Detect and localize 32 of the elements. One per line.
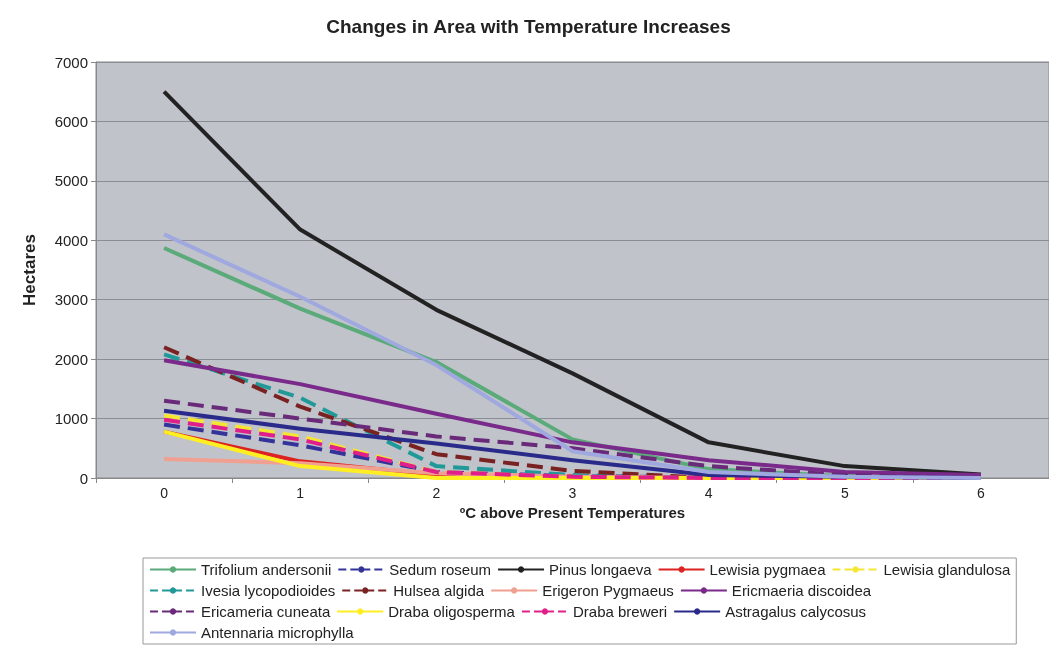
legend-label: Antennaria microphylla bbox=[201, 624, 355, 641]
legend-label: Lewisia pygmaea bbox=[709, 561, 827, 578]
chart-title: Changes in Area with Temperature Increases bbox=[326, 16, 731, 37]
y-tick-label: 2000 bbox=[54, 350, 88, 368]
legend-label: Astragalus calycosus bbox=[725, 603, 867, 620]
legend-label: Sedum roseum bbox=[389, 561, 492, 578]
legend-label: Hulsea algida bbox=[393, 582, 485, 599]
y-tick-label: 1000 bbox=[54, 410, 88, 428]
y-tick-label: 7000 bbox=[54, 53, 88, 71]
legend-label: Ericmaeria discoidea bbox=[731, 582, 872, 599]
x-tick-label: 1 bbox=[296, 485, 305, 501]
y-tick-label: 5000 bbox=[54, 172, 88, 190]
y-axis-title: Hectares bbox=[20, 234, 39, 306]
x-tick-label: 2 bbox=[432, 485, 441, 501]
y-tick-label: 6000 bbox=[54, 112, 88, 130]
legend-label: Trifolium andersonii bbox=[201, 561, 332, 578]
legend-label: Draba oligosperma bbox=[388, 603, 516, 620]
legend-label: Ericameria cuneata bbox=[201, 603, 331, 620]
y-tick-label: 0 bbox=[79, 469, 88, 487]
y-tick-label: 4000 bbox=[54, 231, 88, 249]
legend-label: Lewisia glandulosa bbox=[883, 561, 1011, 578]
x-tick-label: 5 bbox=[840, 485, 849, 501]
legend-label: Ivesia lycopodioides bbox=[201, 582, 336, 599]
x-tick-label: 4 bbox=[704, 485, 713, 501]
legend-label: Pinus longaeva bbox=[549, 561, 653, 578]
y-tick-label: 3000 bbox=[54, 291, 88, 309]
legend-label: Erigeron Pygmaeus bbox=[542, 582, 674, 599]
x-axis-title: ºC above Present Temperatures bbox=[459, 503, 686, 521]
legend-label: Draba breweri bbox=[572, 603, 668, 620]
x-tick-label: 3 bbox=[568, 485, 577, 501]
x-tick-label: 6 bbox=[977, 485, 986, 501]
x-tick-label: 0 bbox=[160, 485, 169, 501]
